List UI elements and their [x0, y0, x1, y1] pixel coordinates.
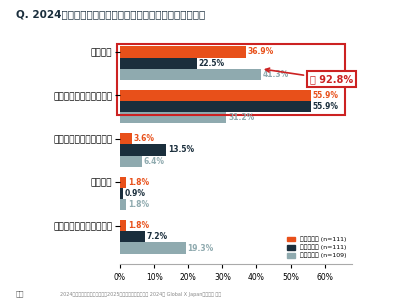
Text: 図１: 図１	[16, 290, 24, 297]
Bar	[120, 90, 311, 101]
Bar	[120, 144, 166, 156]
Bar	[120, 46, 246, 58]
Bar	[120, 69, 261, 80]
Text: 7.2%: 7.2%	[146, 232, 167, 241]
Text: 13.5%: 13.5%	[168, 146, 194, 154]
Bar	[120, 58, 197, 69]
Text: Q. 2024年の投資行動について次の中からお答えください。: Q. 2024年の投資行動について次の中からお答えください。	[16, 9, 205, 19]
Bar	[120, 231, 144, 242]
Text: 36.9%: 36.9%	[248, 47, 274, 56]
Bar	[120, 133, 132, 144]
Text: 計 92.8%: 計 92.8%	[266, 68, 353, 84]
Text: 55.9%: 55.9%	[312, 102, 338, 111]
Text: 2024年の投資結果の振り返りと2025年の展望に関する調査 2024年 Global X Japan株式会社 図１: 2024年の投資結果の振り返りと2025年の展望に関する調査 2024年 Glo…	[60, 292, 221, 297]
Text: 55.9%: 55.9%	[312, 91, 338, 100]
Text: 1.8%: 1.8%	[128, 200, 149, 209]
Text: 3.6%: 3.6%	[134, 134, 155, 143]
Bar	[120, 199, 126, 210]
Legend: 投資上級者 (n=111), 投資中級者 (n=111), 投資初心者 (n=109): 投資上級者 (n=111), 投資中級者 (n=111), 投資初心者 (n=1…	[285, 234, 349, 261]
Text: 31.2%: 31.2%	[228, 113, 254, 122]
Bar	[120, 188, 123, 199]
Bar	[120, 176, 126, 188]
Bar	[120, 112, 226, 124]
Text: 6.4%: 6.4%	[144, 157, 164, 166]
Text: 41.3%: 41.3%	[263, 70, 289, 79]
Text: 22.5%: 22.5%	[198, 59, 224, 68]
Bar	[120, 242, 186, 253]
Text: 1.8%: 1.8%	[128, 178, 149, 187]
Text: 19.3%: 19.3%	[188, 244, 214, 253]
Bar	[120, 156, 142, 167]
Bar	[120, 101, 311, 112]
Text: 0.9%: 0.9%	[125, 189, 146, 198]
Text: 1.8%: 1.8%	[128, 221, 149, 230]
Bar	[120, 220, 126, 231]
